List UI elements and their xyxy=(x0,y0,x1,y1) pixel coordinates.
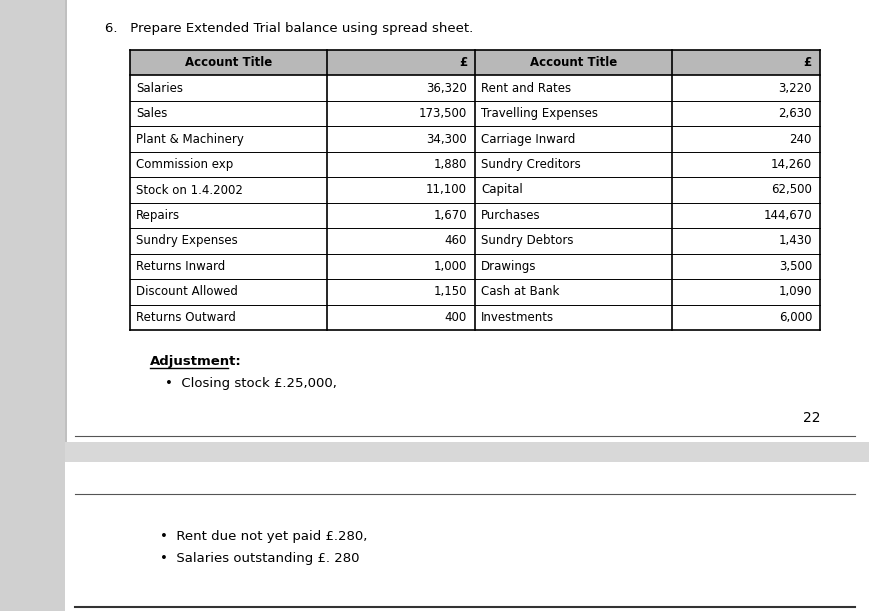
Text: 6.   Prepare Extended Trial balance using spread sheet.: 6. Prepare Extended Trial balance using … xyxy=(105,22,474,35)
Text: 1,880: 1,880 xyxy=(434,158,467,171)
Text: Investments: Investments xyxy=(481,311,554,324)
Text: •  Rent due not yet paid £.280,: • Rent due not yet paid £.280, xyxy=(160,530,368,543)
Text: Sales: Sales xyxy=(136,107,168,120)
Text: 62,500: 62,500 xyxy=(771,183,812,197)
Text: 173,500: 173,500 xyxy=(419,107,467,120)
Text: Returns Outward: Returns Outward xyxy=(136,311,235,324)
Text: Carriage Inward: Carriage Inward xyxy=(481,133,575,145)
Text: 460: 460 xyxy=(445,235,467,247)
Text: Rent and Rates: Rent and Rates xyxy=(481,82,571,95)
Bar xyxy=(0,0,65,611)
Text: £: £ xyxy=(804,56,812,69)
Text: 11,100: 11,100 xyxy=(426,183,467,197)
Bar xyxy=(130,50,820,75)
Text: 144,670: 144,670 xyxy=(763,209,812,222)
Text: •  Salaries outstanding £. 280: • Salaries outstanding £. 280 xyxy=(160,552,360,565)
Text: Salaries: Salaries xyxy=(136,82,183,95)
Text: Discount Allowed: Discount Allowed xyxy=(136,285,238,298)
Text: Cash at Bank: Cash at Bank xyxy=(481,285,560,298)
Text: Sundry Debtors: Sundry Debtors xyxy=(481,235,574,247)
Text: 14,260: 14,260 xyxy=(771,158,812,171)
Bar xyxy=(65,442,869,462)
Bar xyxy=(65,0,67,442)
Text: 22: 22 xyxy=(802,411,820,425)
Text: 36,320: 36,320 xyxy=(426,82,467,95)
Text: Drawings: Drawings xyxy=(481,260,536,273)
Text: •  Closing stock £.25,000,: • Closing stock £.25,000, xyxy=(165,377,337,390)
Text: Capital: Capital xyxy=(481,183,523,197)
Text: 1,670: 1,670 xyxy=(434,209,467,222)
Bar xyxy=(65,0,869,442)
Text: 3,500: 3,500 xyxy=(779,260,812,273)
Text: 400: 400 xyxy=(445,311,467,324)
Bar xyxy=(65,462,869,611)
Text: 6,000: 6,000 xyxy=(779,311,812,324)
Text: Account Title: Account Title xyxy=(185,56,272,69)
Text: £: £ xyxy=(459,56,467,69)
Text: Stock on 1.4.2002: Stock on 1.4.2002 xyxy=(136,183,242,197)
Text: Sundry Creditors: Sundry Creditors xyxy=(481,158,580,171)
Text: Sundry Expenses: Sundry Expenses xyxy=(136,235,238,247)
Text: Travelling Expenses: Travelling Expenses xyxy=(481,107,598,120)
Text: Plant & Machinery: Plant & Machinery xyxy=(136,133,244,145)
Text: 1,150: 1,150 xyxy=(434,285,467,298)
Text: Commission exp: Commission exp xyxy=(136,158,233,171)
Text: 1,430: 1,430 xyxy=(779,235,812,247)
Text: 1,000: 1,000 xyxy=(434,260,467,273)
Text: 1,090: 1,090 xyxy=(779,285,812,298)
Text: 2,630: 2,630 xyxy=(779,107,812,120)
Text: 240: 240 xyxy=(790,133,812,145)
Text: 34,300: 34,300 xyxy=(427,133,467,145)
Text: Adjustment:: Adjustment: xyxy=(150,355,242,368)
Text: Purchases: Purchases xyxy=(481,209,541,222)
Text: Returns Inward: Returns Inward xyxy=(136,260,225,273)
Text: Repairs: Repairs xyxy=(136,209,180,222)
Text: Account Title: Account Title xyxy=(530,56,617,69)
Text: 3,220: 3,220 xyxy=(779,82,812,95)
